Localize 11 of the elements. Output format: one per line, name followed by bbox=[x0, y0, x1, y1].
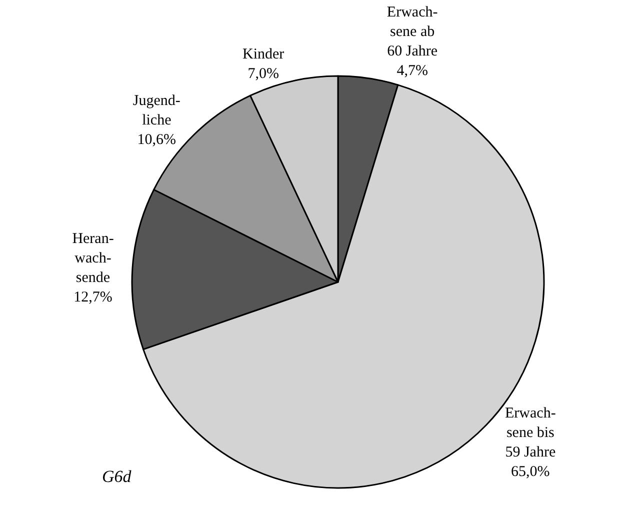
data-label: 4,7% bbox=[396, 63, 428, 80]
data-label: 7,0% bbox=[248, 66, 279, 82]
slice-label: Kinder bbox=[242, 46, 284, 62]
slice-label: Heran- wach- sende bbox=[72, 231, 114, 286]
slice-label: Erwach- sene ab 60 Jahre bbox=[386, 4, 438, 60]
data-label: 12,7% bbox=[74, 290, 112, 306]
data-label: 10,6% bbox=[137, 132, 176, 148]
slice-label: Jugend- liche bbox=[132, 92, 180, 128]
slice-label: Erwach- sene bis 59 Jahre bbox=[505, 406, 556, 461]
data-label: 65,0% bbox=[511, 464, 550, 480]
text: G6d bbox=[102, 467, 132, 486]
